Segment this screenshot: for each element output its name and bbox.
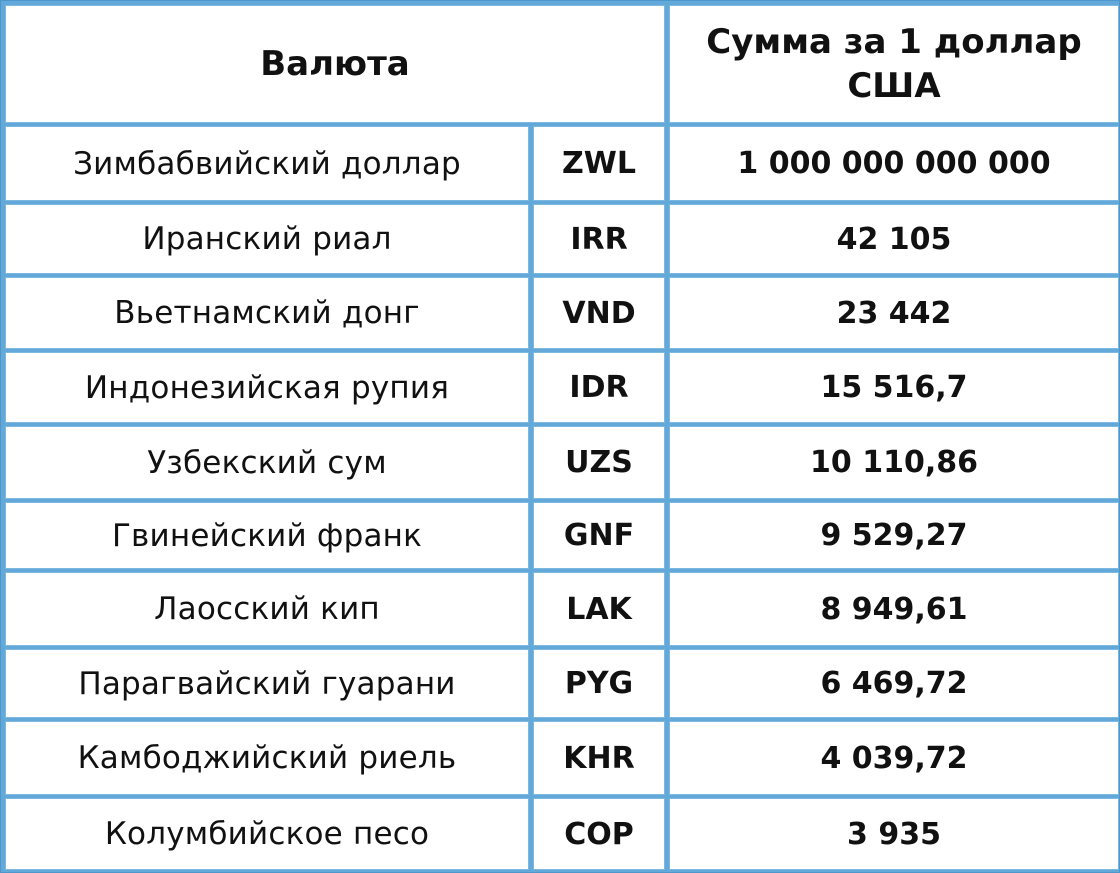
currency-name: Камбоджийский риель	[5, 721, 529, 795]
header-amount: Сумма за 1 доллар США	[669, 5, 1119, 123]
currency-rate: 6 469,72	[669, 649, 1119, 718]
currency-name: Лаосский кип	[5, 572, 529, 646]
currency-rate: 15 516,7	[669, 352, 1119, 423]
currency-name: Индонезийская рупия	[5, 352, 529, 423]
currency-code: GNF	[533, 502, 665, 569]
currency-rate: 3 935	[669, 798, 1119, 870]
currency-code: UZS	[533, 426, 665, 499]
currency-code: COP	[533, 798, 665, 870]
currency-rate: 23 442	[669, 277, 1119, 349]
currency-rate: 8 949,61	[669, 572, 1119, 646]
currency-name: Зимбабвийский доллар	[5, 126, 529, 201]
currency-rate: 10 110,86	[669, 426, 1119, 499]
currency-rate: 4 039,72	[669, 721, 1119, 795]
currency-code: KHR	[533, 721, 665, 795]
currency-rate: 42 105	[669, 204, 1119, 274]
currency-name: Вьетнамский донг	[5, 277, 529, 349]
currency-code: PYG	[533, 649, 665, 718]
header-currency: Валюта	[5, 5, 665, 123]
currency-name: Гвинейский франк	[5, 502, 529, 569]
currency-code: VND	[533, 277, 665, 349]
currency-name: Парагвайский гуарани	[5, 649, 529, 718]
currency-code: IDR	[533, 352, 665, 423]
currency-name: Колумбийское песо	[5, 798, 529, 870]
currency-rate: 9 529,27	[669, 502, 1119, 569]
currency-code: IRR	[533, 204, 665, 274]
currency-code: LAK	[533, 572, 665, 646]
currency-code: ZWL	[533, 126, 665, 201]
currency-name: Иранский риал	[5, 204, 529, 274]
currency-rate: 1 000 000 000 000	[669, 126, 1119, 201]
currency-name: Узбекский сум	[5, 426, 529, 499]
